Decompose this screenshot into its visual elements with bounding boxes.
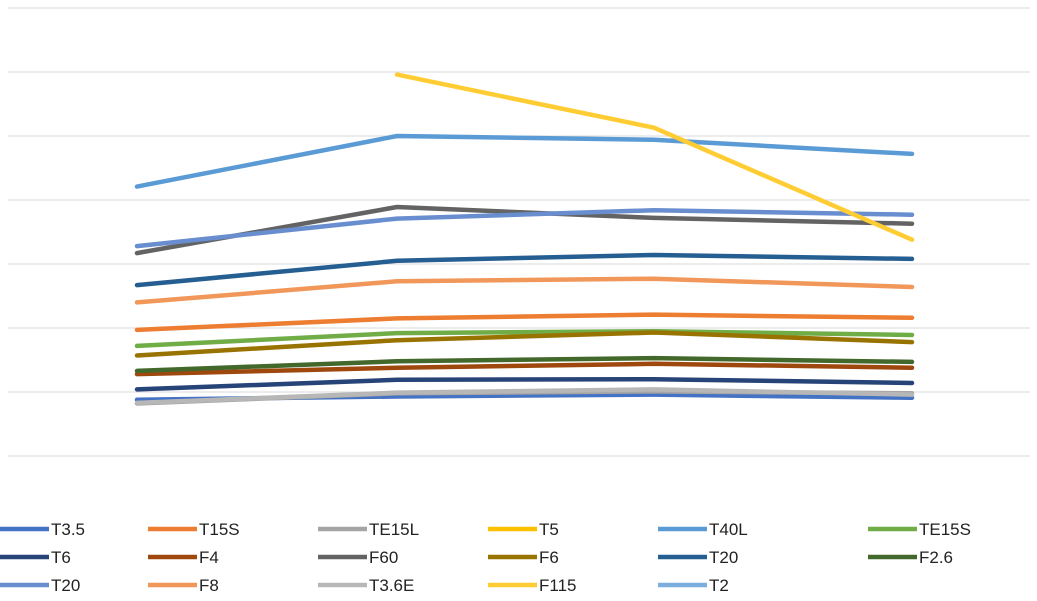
legend-item-te15s-5[interactable]: TE15S: [868, 520, 971, 539]
series-line-te15s-5: [134, 328, 915, 349]
legend: T3.5 T15S TE15L T5 T40L TE15S T6 F4 F60 F6 T20 F2.6…: [0, 520, 971, 595]
legend-label: T20: [709, 548, 738, 567]
legend-item-t3-5-0[interactable]: T3.5: [0, 520, 85, 539]
legend-item-f8-13[interactable]: F8: [148, 576, 219, 595]
legend-item-t15s-1[interactable]: T15S: [148, 520, 240, 539]
series-line-f4-7: [134, 361, 915, 377]
series-line-t3-6e-14: [134, 387, 915, 406]
series-line-t20-10: [134, 252, 915, 288]
legend-label: T3.6E: [369, 576, 414, 595]
legend-item-f2-6-11[interactable]: F2.6: [868, 548, 953, 567]
legend-label: F2.6: [919, 548, 953, 567]
legend-item-f4-7[interactable]: F4: [148, 548, 219, 567]
plot-series: [134, 72, 915, 406]
legend-item-f6-9[interactable]: F6: [488, 548, 559, 567]
legend-label: F115: [539, 576, 577, 595]
legend-item-t2-16[interactable]: T2: [658, 576, 729, 595]
legend-label: T5: [539, 520, 559, 539]
legend-label: TE15S: [919, 520, 971, 539]
legend-label: F8: [199, 576, 219, 595]
series-line-f8-13: [134, 276, 915, 305]
series-line-t40l-4: [134, 133, 915, 189]
legend-label: T6: [51, 548, 71, 567]
legend-item-t5-3[interactable]: T5: [488, 520, 559, 539]
legend-label: TE15L: [369, 520, 419, 539]
series-line-t20-12: [134, 207, 915, 249]
series-line-t6-6: [134, 376, 915, 392]
legend-item-te15l-2[interactable]: TE15L: [318, 520, 419, 539]
legend-item-t40l-4[interactable]: T40L: [658, 520, 748, 539]
legend-item-t3-6e-14[interactable]: T3.6E: [318, 576, 414, 595]
legend-item-f60-8[interactable]: F60: [318, 548, 398, 567]
legend-item-t6-6[interactable]: T6: [0, 548, 71, 567]
legend-item-f115-15[interactable]: F115: [488, 576, 577, 595]
legend-label: T40L: [709, 520, 748, 539]
series-line-t15s-1: [134, 312, 915, 333]
series-line-f2-6-11: [134, 355, 915, 374]
series-line-f6-9: [134, 330, 915, 358]
legend-label: F4: [199, 548, 219, 567]
legend-item-t20-10[interactable]: T20: [658, 548, 738, 567]
legend-label: T15S: [199, 520, 240, 539]
legend-item-t20-12[interactable]: T20: [0, 576, 80, 595]
legend-label: T2: [709, 576, 729, 595]
legend-label: T3.5: [51, 520, 85, 539]
legend-label: F6: [539, 548, 559, 567]
legend-label: F60: [369, 548, 398, 567]
legend-label: T20: [51, 576, 80, 595]
series-line-f115-15: [394, 72, 915, 242]
